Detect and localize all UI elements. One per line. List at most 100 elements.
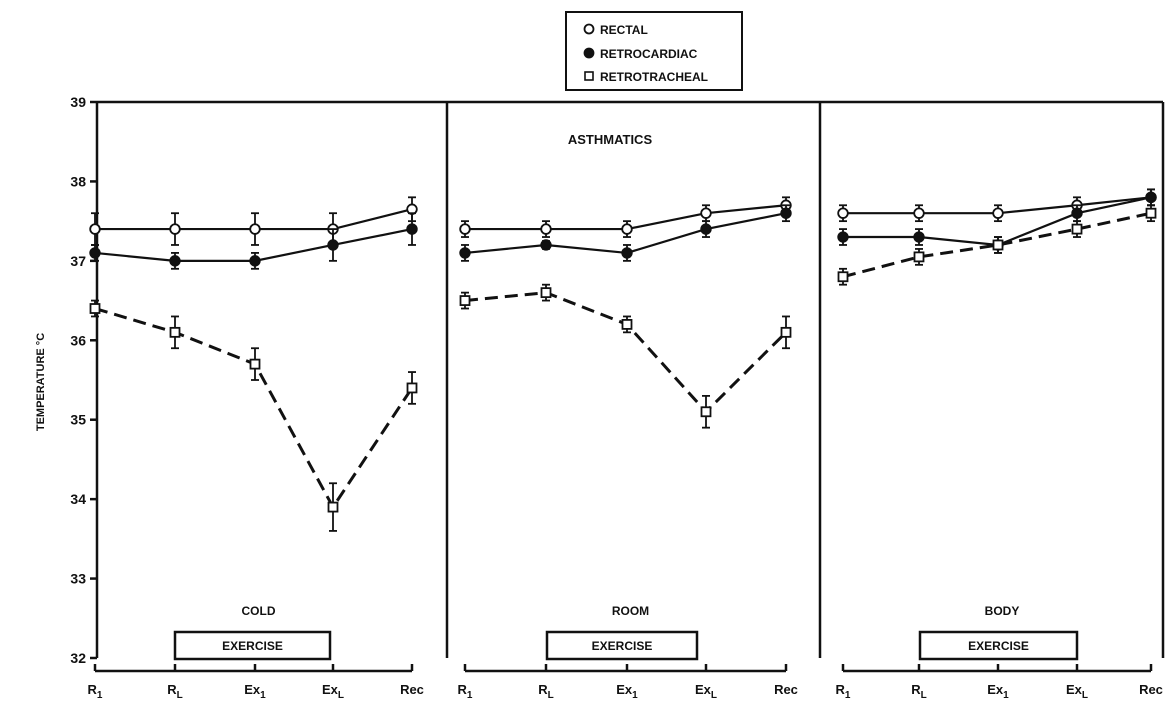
x-tick-label: R1	[836, 682, 851, 701]
series-line	[842, 211, 1152, 279]
data-point	[700, 223, 712, 235]
data-point	[249, 223, 261, 235]
data-point	[406, 382, 418, 394]
data-point	[837, 207, 849, 219]
data-point	[992, 239, 1004, 251]
x-tick-label: ExL	[695, 682, 717, 701]
y-axis: 32 33 34 35 36 37 38 39	[70, 94, 99, 666]
y-tick-label: 36	[70, 332, 86, 348]
x-tick-subscript: 1	[467, 690, 473, 701]
data-point	[780, 207, 792, 219]
data-point	[700, 207, 712, 219]
series-retrocardiac	[89, 212, 418, 270]
y-tick-label: 38	[70, 173, 86, 189]
exercise-label: EXERCISE	[592, 639, 653, 653]
data-point	[406, 223, 418, 235]
data-point	[700, 406, 712, 418]
panel-body: BODY EXERCISE R1 RL Ex1 ExL Rec	[820, 100, 1165, 701]
data-point	[459, 223, 471, 235]
series-retrocardiac	[459, 204, 792, 262]
panel-room: ROOM EXERCISE R1 RL Ex1 ExL Rec	[447, 100, 822, 701]
exercise-box	[918, 630, 1079, 661]
x-tick-subscript: L	[1082, 690, 1088, 701]
series-line	[464, 291, 788, 414]
data-point	[327, 239, 339, 251]
data-point	[913, 231, 925, 243]
legend-label-retrocardiac: RETROCARDIAC	[600, 47, 698, 61]
x-tick-label: Ex1	[616, 682, 638, 701]
data-point	[459, 295, 471, 306]
legend-marker-retrocardiac	[583, 47, 595, 59]
x-tick-label: R1	[458, 682, 473, 701]
x-tick-subscript: 1	[632, 690, 638, 701]
data-point	[327, 501, 339, 513]
y-tick-label: 35	[70, 412, 86, 428]
legend-marker-rectal	[583, 23, 595, 35]
x-tick-subscript: 1	[845, 690, 851, 701]
x-tick-subscript: L	[177, 690, 183, 701]
series-retrotracheal	[459, 283, 792, 429]
data-point	[169, 223, 181, 235]
x-tick-subscript: L	[548, 690, 554, 701]
data-point	[540, 239, 552, 251]
condition-label: BODY	[985, 604, 1020, 618]
x-tick-label: RL	[911, 682, 927, 701]
data-point	[621, 318, 633, 330]
y-tick-label: 32	[70, 650, 86, 666]
data-point	[1071, 223, 1083, 235]
x-tick-subscript: 1	[260, 690, 266, 701]
data-point	[459, 247, 471, 259]
x-tick-subscript: L	[711, 690, 717, 701]
x-tick-label: Ex1	[987, 682, 1009, 701]
data-point	[540, 223, 552, 235]
data-point	[1145, 191, 1157, 204]
x-tick-label: ExL	[1066, 682, 1088, 701]
data-point	[249, 255, 261, 267]
data-point	[89, 247, 101, 259]
series-rectal	[459, 196, 792, 238]
x-tick-subscript: 1	[1003, 690, 1009, 701]
data-point	[169, 255, 181, 267]
series-rectal	[837, 188, 1157, 223]
data-point	[992, 207, 1004, 219]
panel-cold: COLD EXERCISE R1 RL Ex1 ExL Rec	[88, 100, 449, 701]
data-point	[169, 326, 181, 338]
x-tick-label: RL	[538, 682, 554, 701]
x-tick-label: Rec	[774, 682, 798, 697]
x-tick-label: Rec	[400, 682, 424, 697]
legend-frame	[565, 11, 743, 91]
x-tick-subscript: L	[921, 690, 927, 701]
data-point	[540, 287, 552, 299]
data-point	[780, 326, 792, 338]
condition-label: ROOM	[612, 604, 649, 618]
x-tick-label: R1	[88, 682, 103, 701]
series-retrotracheal	[89, 299, 418, 532]
legend-label-rectal: RECTAL	[600, 23, 648, 37]
data-point	[1145, 207, 1157, 219]
x-tick-subscript: L	[338, 690, 344, 701]
y-tick-label: 34	[70, 491, 86, 507]
y-tick-label: 39	[70, 94, 86, 110]
exercise-box	[545, 630, 699, 661]
y-axis-label: TEMPERATURE °C	[35, 333, 47, 431]
data-point	[89, 303, 101, 314]
data-point	[913, 251, 925, 263]
y-tick-label: 37	[70, 253, 86, 269]
legend: RECTAL RETROCARDIAC RETROTRACHEAL	[565, 11, 743, 91]
legend-marker-retrotracheal	[584, 71, 594, 81]
data-point	[1071, 207, 1083, 219]
data-point	[89, 223, 101, 235]
data-point	[249, 358, 261, 370]
data-point	[621, 223, 633, 235]
condition-label: COLD	[242, 604, 276, 618]
exercise-label: EXERCISE	[222, 639, 283, 653]
legend-label-retrotracheal: RETROTRACHEAL	[600, 70, 708, 84]
y-tick-label: 33	[70, 571, 86, 587]
data-point	[837, 271, 849, 283]
x-tick-label: ExL	[322, 682, 344, 701]
data-point	[837, 231, 849, 243]
series-line	[94, 307, 414, 510]
data-point	[621, 247, 633, 259]
